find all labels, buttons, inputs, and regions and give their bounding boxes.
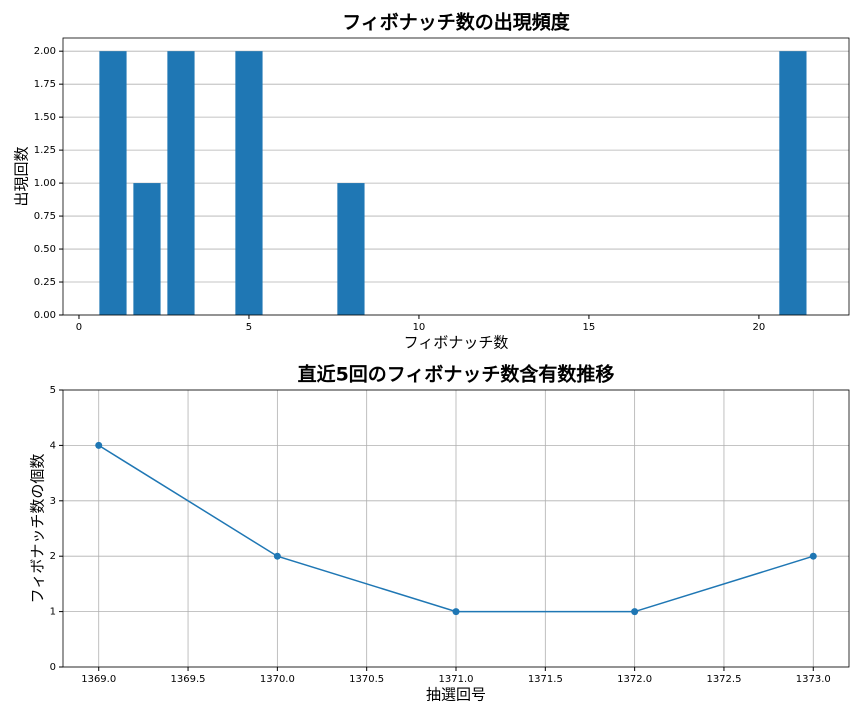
chart-title: フィボナッチ数の出現頻度 [342, 11, 571, 34]
x-tick-label: 0 [76, 322, 82, 333]
y-tick-label: 4 [50, 440, 56, 451]
plot-frame [62, 389, 850, 668]
y-tick-label: 0.25 [34, 277, 56, 288]
y-tick-label: 2 [50, 551, 56, 562]
marker [273, 552, 281, 560]
bar [235, 51, 263, 315]
x-tick-label: 1371.5 [528, 674, 563, 685]
x-tick-label: 5 [246, 322, 252, 333]
y-tick-label: 1.00 [34, 178, 56, 189]
x-tick-label: 10 [413, 322, 426, 333]
y-tick-label: 3 [50, 496, 56, 507]
marker [631, 608, 639, 616]
x-tick-label: 1372.0 [617, 674, 652, 685]
y-tick-label: 1 [50, 607, 56, 618]
y-tick-label: 5 [50, 385, 56, 396]
y-tick-label: 1.25 [34, 145, 56, 156]
plot-frame [62, 37, 850, 316]
x-tick-label: 1372.5 [706, 674, 741, 685]
y-tick-label: 2.00 [34, 46, 56, 57]
chart-title: 直近5回のフィボナッチ数含有数推移 [298, 363, 615, 386]
x-tick-label: 1373.0 [796, 674, 831, 685]
bar [337, 183, 365, 315]
x-axis-label: 抽選回号 [426, 686, 486, 704]
y-tick-label: 0.50 [34, 244, 56, 255]
marker [95, 441, 103, 449]
y-tick-label: 0.00 [34, 310, 56, 321]
y-tick-label: 1.75 [34, 79, 56, 90]
y-tick-label: 1.50 [34, 112, 56, 123]
bar [133, 183, 161, 315]
bar [99, 51, 127, 315]
x-tick-label: 1369.5 [171, 674, 206, 685]
x-tick-label: 1369.0 [81, 674, 116, 685]
x-tick-label: 1371.0 [439, 674, 474, 685]
marker [809, 552, 817, 560]
y-axis-label: フィボナッチ数の個数 [29, 454, 47, 604]
marker [452, 608, 460, 616]
y-tick-label: 0.75 [34, 211, 56, 222]
y-axis-label: 出現回数 [13, 146, 31, 206]
x-tick-label: 20 [753, 322, 766, 333]
x-axis-label: フィボナッチ数 [404, 334, 509, 352]
x-tick-label: 15 [583, 322, 596, 333]
x-tick-label: 1370.5 [349, 674, 384, 685]
x-tick-label: 1370.0 [260, 674, 295, 685]
bar [167, 51, 195, 315]
bar [779, 51, 807, 315]
y-tick-label: 0 [50, 662, 56, 673]
